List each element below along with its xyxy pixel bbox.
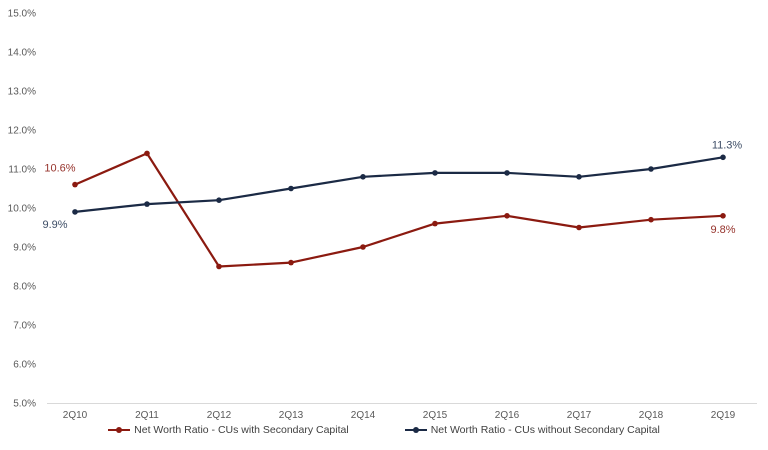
blue-line-marker-icon <box>404 427 427 434</box>
chart-legend: Net Worth Ratio - CUs with Secondary Cap… <box>0 424 768 436</box>
svg-text:9.0%: 9.0% <box>13 243 36 254</box>
svg-text:9.9%: 9.9% <box>42 219 67 231</box>
svg-text:2Q18: 2Q18 <box>639 410 664 421</box>
svg-text:2Q12: 2Q12 <box>207 410 232 421</box>
svg-text:9.8%: 9.8% <box>710 224 735 236</box>
legend-item-with-secondary-capital: Net Worth Ratio - CUs with Secondary Cap… <box>108 424 349 436</box>
legend-item-without-secondary-capital: Net Worth Ratio - CUs without Secondary … <box>404 424 660 436</box>
chart-plot-area: 5.0% 6.0% 7.0% 8.0% 9.0% 10.0% 11.0% 12.0% 13.0%… <box>8 9 757 421</box>
svg-text:14.0%: 14.0% <box>8 48 36 59</box>
svg-text:2Q11: 2Q11 <box>135 410 159 421</box>
svg-text:11.3%: 11.3% <box>712 139 743 151</box>
svg-text:10.6%: 10.6% <box>44 163 75 175</box>
svg-text:11.0%: 11.0% <box>8 165 36 176</box>
svg-text:12.0%: 12.0% <box>8 126 36 137</box>
svg-text:2Q16: 2Q16 <box>495 410 520 421</box>
svg-text:2Q13: 2Q13 <box>279 410 304 421</box>
svg-text:7.0%: 7.0% <box>13 321 36 332</box>
legend-label-without-secondary-capital: Net Worth Ratio - CUs without Secondary … <box>430 424 660 436</box>
svg-text:8.0%: 8.0% <box>13 282 36 293</box>
svg-text:15.0%: 15.0% <box>8 9 36 20</box>
red-line-marker-icon <box>108 427 131 434</box>
legend-label-with-secondary-capital: Net Worth Ratio - CUs with Secondary Cap… <box>134 424 349 436</box>
svg-text:6.0%: 6.0% <box>13 360 36 371</box>
svg-text:2Q14: 2Q14 <box>351 410 376 421</box>
svg-text:2Q15: 2Q15 <box>423 410 448 421</box>
svg-text:13.0%: 13.0% <box>8 87 36 98</box>
svg-text:2Q17: 2Q17 <box>567 410 592 421</box>
svg-text:5.0%: 5.0% <box>13 399 36 410</box>
svg-text:2Q10: 2Q10 <box>63 410 88 421</box>
svg-text:2Q19: 2Q19 <box>711 410 736 421</box>
svg-text:10.0%: 10.0% <box>8 204 36 215</box>
